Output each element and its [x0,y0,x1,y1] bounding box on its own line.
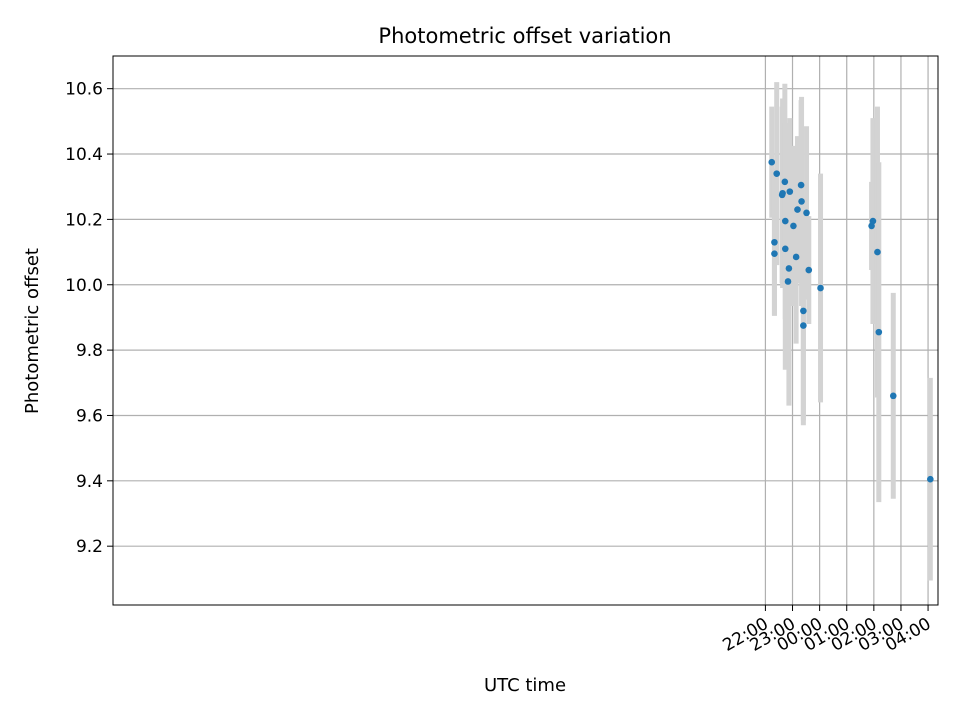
data-point [773,170,781,177]
y-axis-ticks: 9.2 9.4 9.6 9.8 10.0 10.2 10.4 10.6 [65,80,113,557]
plot-frame [112,55,939,606]
data-point [784,278,792,285]
data-point [781,217,789,225]
y-axis-label: Photometric offset [22,248,43,414]
data-point [790,222,797,230]
data-point [927,475,934,483]
data-point [803,209,810,217]
data-points [768,158,934,483]
y-tick-label: 10.4 [65,145,103,165]
data-point [817,284,824,292]
data-point [889,392,897,400]
data-point [800,322,807,329]
data-point [779,189,786,197]
data-point [798,198,805,205]
y-tick-label: 10.0 [65,276,103,296]
y-tick-label: 9.4 [76,472,103,492]
chart-title: Photometric offset variation [378,24,671,48]
data-point [800,307,807,315]
grid-lines [113,56,938,605]
data-point [771,238,778,246]
y-tick-label: 9.8 [76,341,103,361]
y-tick-label: 10.2 [65,210,103,230]
y-tick-label: 9.6 [76,406,103,426]
data-point [768,158,776,166]
y-tick-label: 9.2 [76,537,103,557]
data-point [781,178,789,186]
data-point [805,266,813,274]
data-point [771,250,778,258]
data-point [781,245,789,253]
y-tick-label: 10.6 [65,80,103,100]
data-point [874,248,881,256]
x-axis-label: UTC time [484,675,566,696]
data-point [869,217,877,225]
data-point [797,181,805,189]
data-point [792,253,800,261]
data-point [786,188,794,195]
data-point [794,206,801,213]
data-point [785,265,793,272]
data-point [875,328,883,336]
